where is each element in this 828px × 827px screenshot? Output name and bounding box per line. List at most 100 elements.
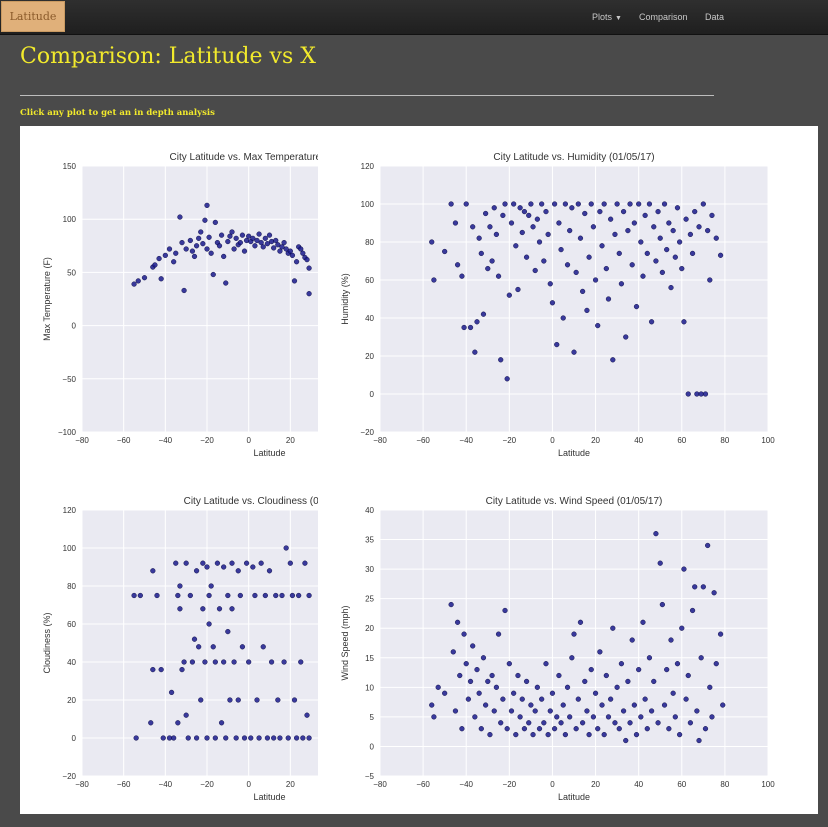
- comparison-link[interactable]: Comparison: [639, 12, 688, 22]
- y-tick-label: 100: [361, 200, 375, 209]
- data-point: [543, 661, 549, 667]
- data-point: [668, 285, 674, 291]
- data-point: [532, 267, 538, 274]
- data-point: [679, 625, 685, 631]
- x-tick-label: 0: [550, 780, 555, 789]
- plots-dropdown[interactable]: Plots ▼: [592, 0, 622, 34]
- data-point: [677, 239, 683, 245]
- data-point: [506, 292, 512, 298]
- data-point: [519, 696, 525, 702]
- data-point: [642, 696, 648, 702]
- data-point: [608, 696, 614, 702]
- data-point: [235, 697, 241, 703]
- y-tick-label: 150: [63, 162, 77, 171]
- data-point: [498, 720, 504, 726]
- data-point: [625, 227, 631, 234]
- x-tick-label: −20: [503, 780, 517, 789]
- data-point: [218, 720, 225, 726]
- data-point: [273, 592, 279, 599]
- data-point: [250, 235, 256, 241]
- data-point: [653, 258, 659, 264]
- data-point: [212, 735, 218, 741]
- data-point: [586, 254, 592, 260]
- data-point: [221, 564, 227, 570]
- data-point: [271, 245, 277, 251]
- data-point: [454, 619, 461, 625]
- data-point: [300, 735, 306, 741]
- data-point: [668, 637, 674, 643]
- data-point: [204, 202, 210, 208]
- data-point: [700, 584, 706, 590]
- data-point: [597, 649, 603, 655]
- data-point: [592, 690, 599, 696]
- x-tick-label: 40: [634, 780, 643, 789]
- scatter-chart: −100 −50 0 50 100 150 −80 −60 −40 −20 0 20 City Lati…: [42, 152, 318, 458]
- data-point: [260, 244, 266, 250]
- data-point: [698, 655, 704, 661]
- data-point: [683, 696, 689, 702]
- humidity-plot[interactable]: −20 0 20 40 60 80 100 120 −80 −60 −40 −20 0 20 40 60 80 1…: [338, 144, 788, 462]
- y-tick-label: 20: [365, 624, 374, 633]
- data-point: [200, 560, 206, 566]
- data-link[interactable]: Data: [705, 12, 725, 22]
- y-tick-label: 40: [67, 658, 76, 667]
- x-tick-label: −80: [75, 780, 89, 789]
- data-point: [200, 241, 206, 247]
- data-point: [631, 220, 637, 226]
- y-axis-label: Cloudiness (%): [42, 612, 52, 673]
- data-point: [206, 234, 212, 240]
- data-point: [206, 621, 212, 627]
- data-point: [586, 732, 592, 738]
- brand-link[interactable]: Latitude: [1, 1, 65, 32]
- data-point: [193, 568, 200, 574]
- data-point: [212, 659, 218, 665]
- data-point: [541, 258, 547, 264]
- data-point: [592, 277, 599, 283]
- data-point: [166, 246, 173, 252]
- data-point: [515, 672, 521, 679]
- data-point: [291, 278, 298, 284]
- data-point: [614, 684, 620, 690]
- data-point: [177, 583, 183, 589]
- data-point: [638, 714, 644, 720]
- data-point: [638, 239, 644, 245]
- data-point: [306, 265, 312, 271]
- data-point: [302, 560, 308, 566]
- data-point: [640, 619, 646, 625]
- data-point: [281, 240, 287, 246]
- x-axis-label: Latitude: [253, 792, 285, 802]
- data-point: [198, 697, 204, 703]
- y-axis-label: Max Temperature (F): [42, 257, 52, 341]
- wind-speed-plot[interactable]: −5 0 5 10 15 20 25 30 35 40 −80 −60 −40 −20 0 20 40 60 80 1…: [338, 488, 788, 806]
- data-point: [474, 667, 480, 673]
- data-point: [204, 735, 210, 741]
- data-point: [150, 568, 156, 574]
- data-point: [597, 208, 603, 215]
- data-point: [275, 697, 281, 703]
- data-point: [283, 246, 289, 252]
- data-point: [573, 269, 579, 275]
- max-temperature-plot[interactable]: −100 −50 0 50 100 150 −80 −60 −40 −20 0 20 City Lati…: [40, 144, 318, 462]
- data-point: [511, 690, 517, 696]
- data-point: [298, 659, 304, 665]
- data-point: [452, 220, 459, 226]
- x-tick-label: 0: [246, 780, 251, 789]
- data-point: [171, 259, 177, 265]
- data-point: [202, 659, 208, 665]
- data-point: [552, 726, 558, 732]
- cloudiness-plot[interactable]: −20 0 20 40 60 80 100 120 −80 −60 −40 −20 0 20 City La…: [40, 488, 318, 806]
- data-point: [227, 697, 233, 703]
- page-subtitle: Click any plot to get an in depth analys…: [20, 108, 215, 118]
- data-point: [633, 732, 640, 738]
- data-point: [590, 224, 597, 230]
- data-point: [246, 233, 252, 239]
- data-point: [580, 288, 586, 295]
- data-point: [279, 592, 285, 599]
- data-point: [216, 606, 223, 612]
- data-point: [470, 643, 476, 649]
- data-point: [254, 697, 260, 703]
- data-point: [629, 637, 635, 643]
- data-point: [532, 708, 538, 714]
- x-tick-label: −40: [459, 436, 473, 445]
- data-point: [206, 592, 212, 599]
